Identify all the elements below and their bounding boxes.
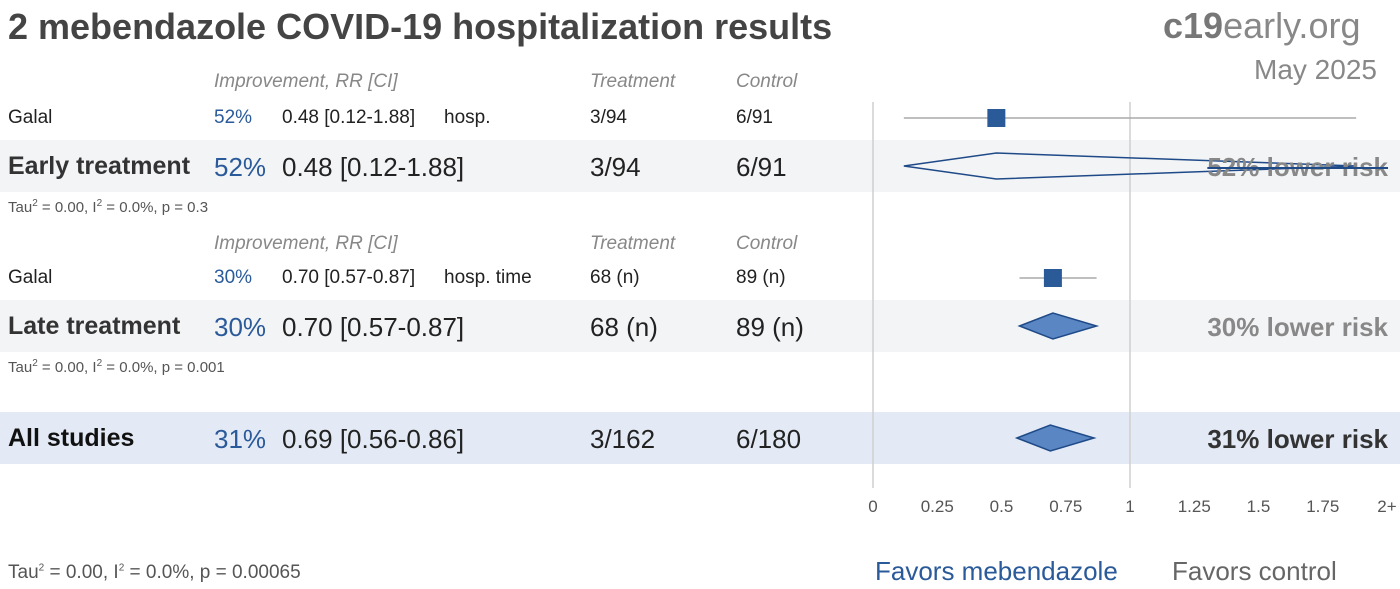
x-tick-label: 1.5 — [1247, 497, 1271, 516]
study-improvement: 30% — [214, 267, 253, 288]
header-improvement: Improvement, RR [CI] — [214, 71, 398, 92]
header-control: Control — [736, 71, 798, 92]
header-treatment: Treatment — [590, 71, 676, 92]
study-treatment: 68 (n) — [590, 267, 640, 288]
study-point-marker — [1043, 269, 1062, 287]
overall-improvement: 31% — [214, 424, 267, 454]
late-summary-improvement: 30% — [214, 312, 267, 342]
late-summary-rr-ci: 0.70 [0.57-0.87] — [282, 312, 465, 342]
overall-treatment: 3/162 — [590, 424, 656, 454]
early-risk-label: 52% lower risk — [1207, 152, 1388, 182]
header-control-2: Control — [736, 233, 798, 254]
page-title: 2 mebendazole COVID-19 hospitalization r… — [8, 6, 833, 47]
early-summary-treatment: 3/94 — [590, 152, 641, 182]
header-improvement-2: Improvement, RR [CI] — [214, 233, 398, 254]
study-rr-ci: 0.48 [0.12-1.88] — [282, 107, 416, 128]
overall-rr-ci: 0.69 [0.56-0.86] — [282, 424, 465, 454]
summary-diamond — [1017, 312, 1100, 340]
study-name: Galal — [8, 107, 53, 128]
study-outcome: hosp. time — [444, 267, 532, 288]
late-stats: Tau2 = 0.00, I2 = 0.0%, p = 0.001 — [8, 358, 225, 376]
study-rr-ci: 0.70 [0.57-0.87] — [282, 267, 416, 288]
x-tick-label: 0 — [868, 497, 877, 516]
x-tick-label: 0.75 — [1049, 497, 1082, 516]
study-treatment: 3/94 — [590, 107, 627, 128]
study-control: 6/91 — [736, 107, 773, 128]
early-summary-band — [0, 140, 1400, 192]
late-summary-control: 89 (n) — [736, 312, 804, 342]
study-improvement: 52% — [214, 107, 253, 128]
summary-diamond — [903, 152, 1357, 180]
study-point-marker — [987, 109, 1006, 127]
date-label: May 2025 — [1254, 54, 1377, 85]
overall-control: 6/180 — [736, 424, 802, 454]
x-tick-label: 2+ — [1377, 497, 1396, 516]
brand-bold: c19 — [1163, 5, 1224, 46]
favors-control-label: Favors control — [1172, 556, 1337, 586]
x-tick-label: 0.25 — [921, 497, 954, 516]
header-treatment-2: Treatment — [590, 233, 676, 254]
brand-rest: early.org — [1223, 5, 1361, 46]
overall-label: All studies — [8, 424, 135, 452]
overall-stats: Tau2 = 0.00, I2 = 0.0%, p = 0.00065 — [8, 562, 301, 583]
study-outcome: hosp. — [444, 107, 491, 128]
early-stats: Tau2 = 0.00, I2 = 0.0%, p = 0.3 — [8, 198, 209, 216]
early-summary-control: 6/91 — [736, 152, 787, 182]
x-tick-label: 1 — [1125, 497, 1134, 516]
summary-diamond — [1014, 424, 1097, 452]
overall-band — [0, 412, 1400, 464]
late-risk-label: 30% lower risk — [1207, 312, 1388, 342]
favors-treatment-label: Favors mebendazole — [875, 556, 1118, 586]
x-tick-label: 0.5 — [990, 497, 1014, 516]
late-summary-label: Late treatment — [8, 312, 181, 340]
study-control: 89 (n) — [736, 267, 786, 288]
late-summary-treatment: 68 (n) — [590, 312, 658, 342]
brand-logo: c19early.org — [1163, 5, 1360, 47]
early-summary-label: Early treatment — [8, 152, 191, 180]
early-summary-improvement: 52% — [214, 152, 267, 182]
x-tick-label: 1.25 — [1178, 497, 1211, 516]
overall-risk-label: 31% lower risk — [1207, 424, 1388, 454]
late-summary-band — [0, 300, 1400, 352]
x-tick-label: 1.75 — [1306, 497, 1339, 516]
early-summary-rr-ci: 0.48 [0.12-1.88] — [282, 152, 465, 182]
study-name: Galal — [8, 267, 53, 288]
